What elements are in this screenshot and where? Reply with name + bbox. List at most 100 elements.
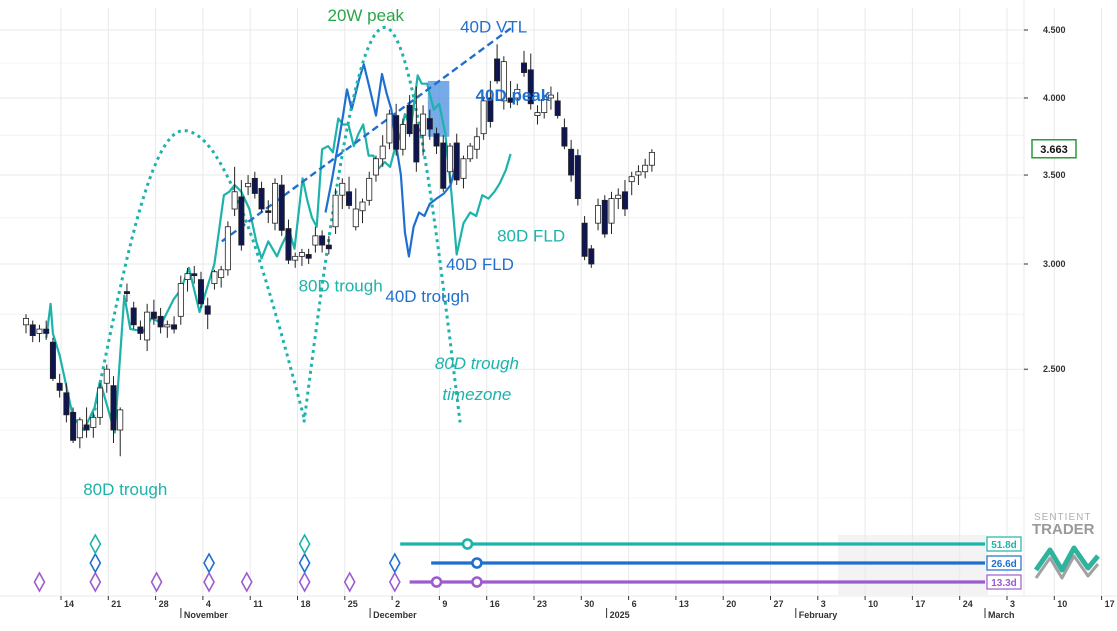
- candle-down: [561, 127, 568, 147]
- candle-up: [541, 99, 548, 113]
- blue-cycle-diamond: [203, 552, 215, 574]
- candle-down: [110, 385, 117, 431]
- candle-down: [319, 235, 326, 246]
- x-tick-label: 11: [253, 599, 263, 609]
- candle-up: [312, 235, 319, 246]
- candle-up: [399, 124, 406, 150]
- candle-down: [43, 328, 50, 334]
- annotation-label: 40D trough: [385, 287, 469, 306]
- cyan-cycle-diamond: [298, 533, 311, 555]
- candle-down: [621, 191, 628, 210]
- logo-wave-grey: [1034, 554, 1100, 580]
- candle-up: [467, 145, 474, 160]
- x-tick-label: 10: [1057, 599, 1067, 609]
- candle-down: [49, 341, 56, 379]
- length-badge: [986, 536, 1022, 552]
- chart-grid: [0, 0, 1117, 597]
- x-tick-label: 27: [774, 599, 784, 609]
- candle-up: [245, 182, 252, 188]
- last-price-label: 3.663: [1040, 144, 1068, 156]
- candle-up: [22, 318, 29, 326]
- x-tick-label: 2: [395, 599, 400, 609]
- candle-up: [298, 252, 305, 257]
- length-knob: [471, 557, 483, 569]
- x-tick-label: 14: [64, 599, 74, 609]
- candle-up: [628, 176, 635, 183]
- blue-cycle-diamond: [298, 552, 311, 574]
- candle-up: [211, 271, 218, 284]
- candle-down: [56, 382, 63, 391]
- candle-up: [177, 283, 184, 317]
- candle-down: [137, 326, 144, 334]
- purple-cycle-diamond: [89, 571, 102, 593]
- x-tick-label: 17: [1105, 599, 1115, 609]
- candle-down: [258, 187, 265, 210]
- candle-up: [332, 194, 339, 228]
- month-label: 2025: [610, 610, 630, 620]
- purple-cycle-diamond: [343, 571, 356, 593]
- last-price-box: [1031, 139, 1077, 159]
- candle-down: [406, 104, 413, 135]
- candle-up: [547, 94, 554, 99]
- x-tick-label: 30: [584, 599, 594, 609]
- candle-down: [70, 411, 77, 441]
- candle-down: [426, 118, 433, 130]
- candle-down: [494, 58, 501, 82]
- candle-up: [292, 255, 299, 261]
- x-tick-label: 18: [301, 599, 311, 609]
- x-tick-label: 3: [821, 599, 826, 609]
- x-tick-label: 25: [348, 599, 358, 609]
- x-axis: 14 21 28 4 11 18 25 2 9 16 23 30 6 13 20 27 3 10 17 24 3 10 17…: [60, 596, 1115, 620]
- x-tick-label: 20: [726, 599, 736, 609]
- candle-up: [595, 205, 602, 224]
- candle-down: [453, 142, 460, 181]
- logo-word-bottom: TRADER: [1032, 521, 1095, 538]
- length-badge-label: 26.6d: [991, 559, 1017, 570]
- candle-up: [339, 182, 346, 196]
- annotation-label: 40D VTL: [460, 18, 527, 37]
- candle-up: [615, 194, 622, 199]
- candle-down: [29, 324, 36, 336]
- annotation-label: 80D trough: [83, 480, 167, 499]
- x-tick-label: 17: [915, 599, 925, 609]
- candle-up: [446, 145, 453, 173]
- candle-up: [224, 226, 231, 271]
- length-knob: [461, 538, 474, 550]
- candle-down: [413, 124, 420, 163]
- month-label: February: [799, 610, 838, 620]
- annotation-label: 40D FLD: [446, 255, 514, 274]
- candle-down: [265, 210, 272, 213]
- candle-up: [635, 171, 642, 176]
- y-tick-label: 3.000: [1043, 259, 1066, 269]
- candle-up: [480, 100, 487, 135]
- cycle-markers: [33, 533, 401, 593]
- candle-up: [76, 419, 83, 439]
- length-badge-label: 13.3d: [991, 578, 1017, 589]
- y-tick-label: 2.500: [1043, 364, 1066, 374]
- month-label: November: [184, 610, 229, 620]
- x-tick-label: 28: [159, 599, 169, 609]
- x-tick-label: 10: [868, 599, 878, 609]
- candle-up: [514, 88, 521, 99]
- candle-up: [90, 416, 97, 428]
- length-badge-label: 51.8d: [991, 540, 1017, 551]
- candle-up: [144, 311, 151, 341]
- price-candles: [22, 44, 655, 457]
- candle-up: [608, 198, 615, 224]
- blue-cycle-diamond: [89, 552, 102, 574]
- candle-up: [352, 208, 359, 228]
- blue-cycle-diamond: [388, 552, 401, 574]
- candle-down: [487, 97, 494, 122]
- candle-down: [574, 155, 581, 199]
- candle-up: [272, 182, 279, 224]
- candle-down: [568, 148, 575, 176]
- cycle-zones: [427, 80, 988, 595]
- x-tick-label: 6: [632, 599, 637, 609]
- purple-cycle-diamond: [33, 571, 46, 593]
- purple-cycle-diamond: [298, 571, 311, 593]
- candle-up: [642, 164, 649, 173]
- candle-down: [346, 191, 353, 206]
- candle-down: [278, 184, 285, 231]
- annotation-label: 20W peak: [328, 6, 405, 25]
- candle-down: [204, 305, 211, 315]
